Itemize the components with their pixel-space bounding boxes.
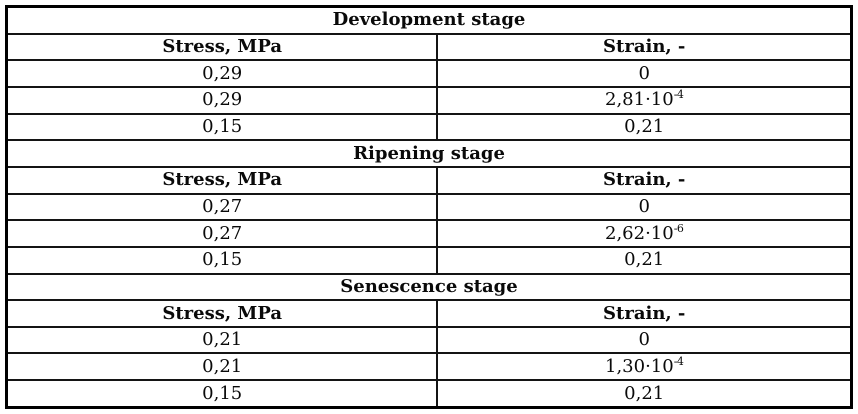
- table-row: 0,15 0,21: [5, 379, 853, 409]
- table-row: 0,21 1,30·10-4: [5, 352, 853, 382]
- section-senescence: Senescence stage: [5, 272, 853, 302]
- stress-cell: 0,15: [5, 379, 439, 409]
- stress-strain-table: Development stage Stress, MPa Strain, - …: [5, 5, 853, 409]
- strain-cell: 2,81·10-4: [436, 86, 853, 115]
- table-header-row: Stress, MPa Strain, -: [5, 299, 853, 328]
- stress-cell: 0,21: [5, 352, 439, 382]
- strain-column-header: Strain, -: [436, 165, 853, 195]
- section-development: Development stage: [5, 5, 853, 35]
- strain-value: 1,30·10: [605, 355, 674, 377]
- stage-title: Ripening stage: [5, 139, 853, 168]
- strain-value: 2,62·10: [605, 222, 674, 244]
- table-row: 0,29 2,81·10-4: [5, 86, 853, 115]
- table-row: 0,27 0: [5, 192, 853, 222]
- strain-value: 0,21: [624, 382, 665, 404]
- table-row: 0,15 0,21: [5, 245, 853, 275]
- strain-cell: 1,30·10-4: [436, 352, 853, 382]
- stress-column-header: Stress, MPa: [5, 299, 439, 328]
- strain-cell: 0: [436, 192, 853, 222]
- stress-cell: 0,27: [5, 219, 439, 248]
- stress-cell: 0,27: [5, 192, 439, 222]
- strain-value: 0: [638, 196, 650, 218]
- section-ripening: Ripening stage: [5, 139, 853, 168]
- table-header-row: Stress, MPa Strain, -: [5, 165, 853, 195]
- strain-cell: 0: [436, 325, 853, 355]
- strain-column-header: Strain, -: [436, 299, 853, 328]
- stage-title: Senescence stage: [5, 272, 853, 302]
- stress-column-header: Stress, MPa: [5, 165, 439, 195]
- strain-exponent: -4: [673, 88, 684, 102]
- table-row: 0,27 2,62·10-6: [5, 219, 853, 248]
- strain-cell: 0,21: [436, 379, 853, 409]
- strain-exponent: -4: [673, 354, 684, 368]
- strain-cell: 0,21: [436, 245, 853, 275]
- strain-cell: 0: [436, 59, 853, 89]
- stage-title: Development stage: [5, 5, 853, 35]
- strain-exponent: -6: [673, 221, 684, 235]
- strain-cell: 0,21: [436, 112, 853, 142]
- stress-column-header: Stress, MPa: [5, 32, 439, 62]
- stress-cell: 0,15: [5, 112, 439, 142]
- strain-value: 0,21: [624, 116, 665, 138]
- table-row: 0,15 0,21: [5, 112, 853, 142]
- strain-value: 0,21: [624, 249, 665, 271]
- strain-value: 0: [638, 62, 650, 84]
- strain-value: 0: [638, 329, 650, 351]
- strain-cell: 2,62·10-6: [436, 219, 853, 248]
- table-header-row: Stress, MPa Strain, -: [5, 32, 853, 62]
- stress-cell: 0,29: [5, 59, 439, 89]
- table-row: 0,21 0: [5, 325, 853, 355]
- stress-cell: 0,21: [5, 325, 439, 355]
- strain-value: 2,81·10: [605, 89, 674, 111]
- stress-cell: 0,15: [5, 245, 439, 275]
- table-row: 0,29 0: [5, 59, 853, 89]
- stress-cell: 0,29: [5, 86, 439, 115]
- strain-column-header: Strain, -: [436, 32, 853, 62]
